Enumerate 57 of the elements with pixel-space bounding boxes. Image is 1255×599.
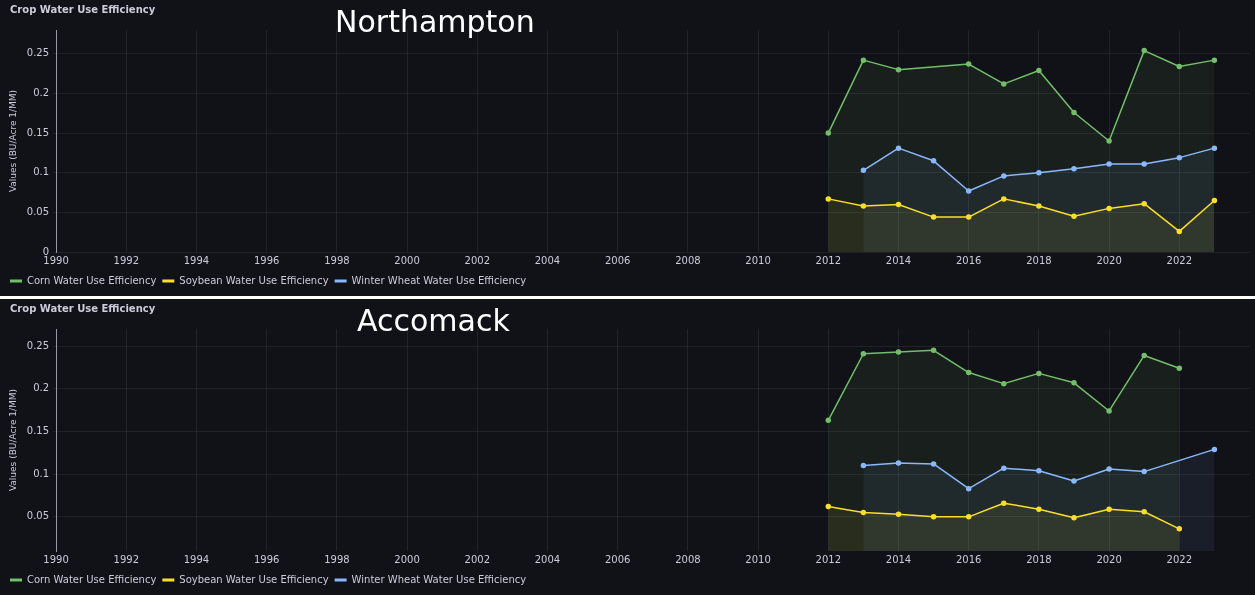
x-tick-label: 1994 <box>183 254 210 266</box>
legend-label: Soybean Water Use Efficiency <box>179 573 329 585</box>
legend-label: Corn Water Use Efficiency <box>27 573 157 585</box>
y-tick-label: 0.2 <box>33 87 50 99</box>
x-tick-label: 2008 <box>675 553 701 565</box>
x-tick-label: 2002 <box>464 254 490 266</box>
x-tick-label: 2020 <box>1096 254 1122 266</box>
x-tick-label: 2006 <box>604 254 631 266</box>
chart-title: Crop Water Use Efficiency <box>10 303 156 314</box>
x-tick-label: 2016 <box>955 254 982 266</box>
legend-label: Winter Wheat Water Use Efficiency <box>351 573 527 585</box>
x-tick-label: 2002 <box>464 553 490 565</box>
x-tick-label: 2004 <box>534 254 561 266</box>
legend-label: Winter Wheat Water Use Efficiency <box>351 274 527 286</box>
y-tick-label: 0.1 <box>33 467 50 479</box>
x-tick-label: 2012 <box>815 254 842 266</box>
chart-subtitle: Accomack <box>357 303 510 339</box>
y-tick-label: 0.2 <box>33 382 50 394</box>
x-tick-label: 2014 <box>885 553 912 565</box>
x-tick-label: 2018 <box>1026 254 1052 266</box>
y-tick-label: 0.05 <box>26 205 50 217</box>
x-tick-label: 1990 <box>43 254 69 266</box>
chart-subtitle: Northampton <box>335 4 535 40</box>
x-tick-label: 1994 <box>183 553 210 565</box>
x-tick-label: 1996 <box>253 553 280 565</box>
legend-label: Soybean Water Use Efficiency <box>179 274 329 286</box>
y-tick-label: 0.25 <box>26 339 50 351</box>
x-tick-label: 2008 <box>675 254 701 266</box>
x-tick-label: 2010 <box>745 254 771 266</box>
y-axis-title: Values (BU/Acre 1/MM) <box>7 388 18 492</box>
y-axis-title: Values (BU/Acre 1/MM) <box>7 89 18 193</box>
x-tick-label: 1992 <box>113 254 139 266</box>
x-tick-label: 1992 <box>113 553 139 565</box>
x-tick-label: 2006 <box>604 553 631 565</box>
x-tick-label: 2016 <box>955 553 982 565</box>
y-tick-label: 0.15 <box>26 126 50 138</box>
x-tick-label: 2020 <box>1096 553 1122 565</box>
x-tick-label: 2000 <box>394 254 420 266</box>
x-tick-label: 1998 <box>324 553 350 565</box>
y-tick-label: 0.25 <box>26 47 50 59</box>
x-tick-label: 1998 <box>324 254 350 266</box>
legend-label: Corn Water Use Efficiency <box>27 274 157 286</box>
y-tick-label: 0.15 <box>26 425 50 437</box>
x-tick-label: 2022 <box>1166 553 1193 565</box>
x-tick-label: 2000 <box>394 553 420 565</box>
chart-title: Crop Water Use Efficiency <box>10 4 156 15</box>
x-tick-label: 2010 <box>745 553 771 565</box>
x-tick-label: 2018 <box>1026 553 1052 565</box>
x-tick-label: 1996 <box>253 254 280 266</box>
x-tick-label: 1990 <box>43 553 69 565</box>
y-tick-label: 0.1 <box>33 166 50 178</box>
x-tick-label: 2022 <box>1166 254 1193 266</box>
x-tick-label: 2004 <box>534 553 561 565</box>
y-tick-label: 0.05 <box>26 510 50 522</box>
x-tick-label: 2012 <box>815 553 842 565</box>
x-tick-label: 2014 <box>885 254 912 266</box>
y-tick-label: 0 <box>42 245 50 257</box>
